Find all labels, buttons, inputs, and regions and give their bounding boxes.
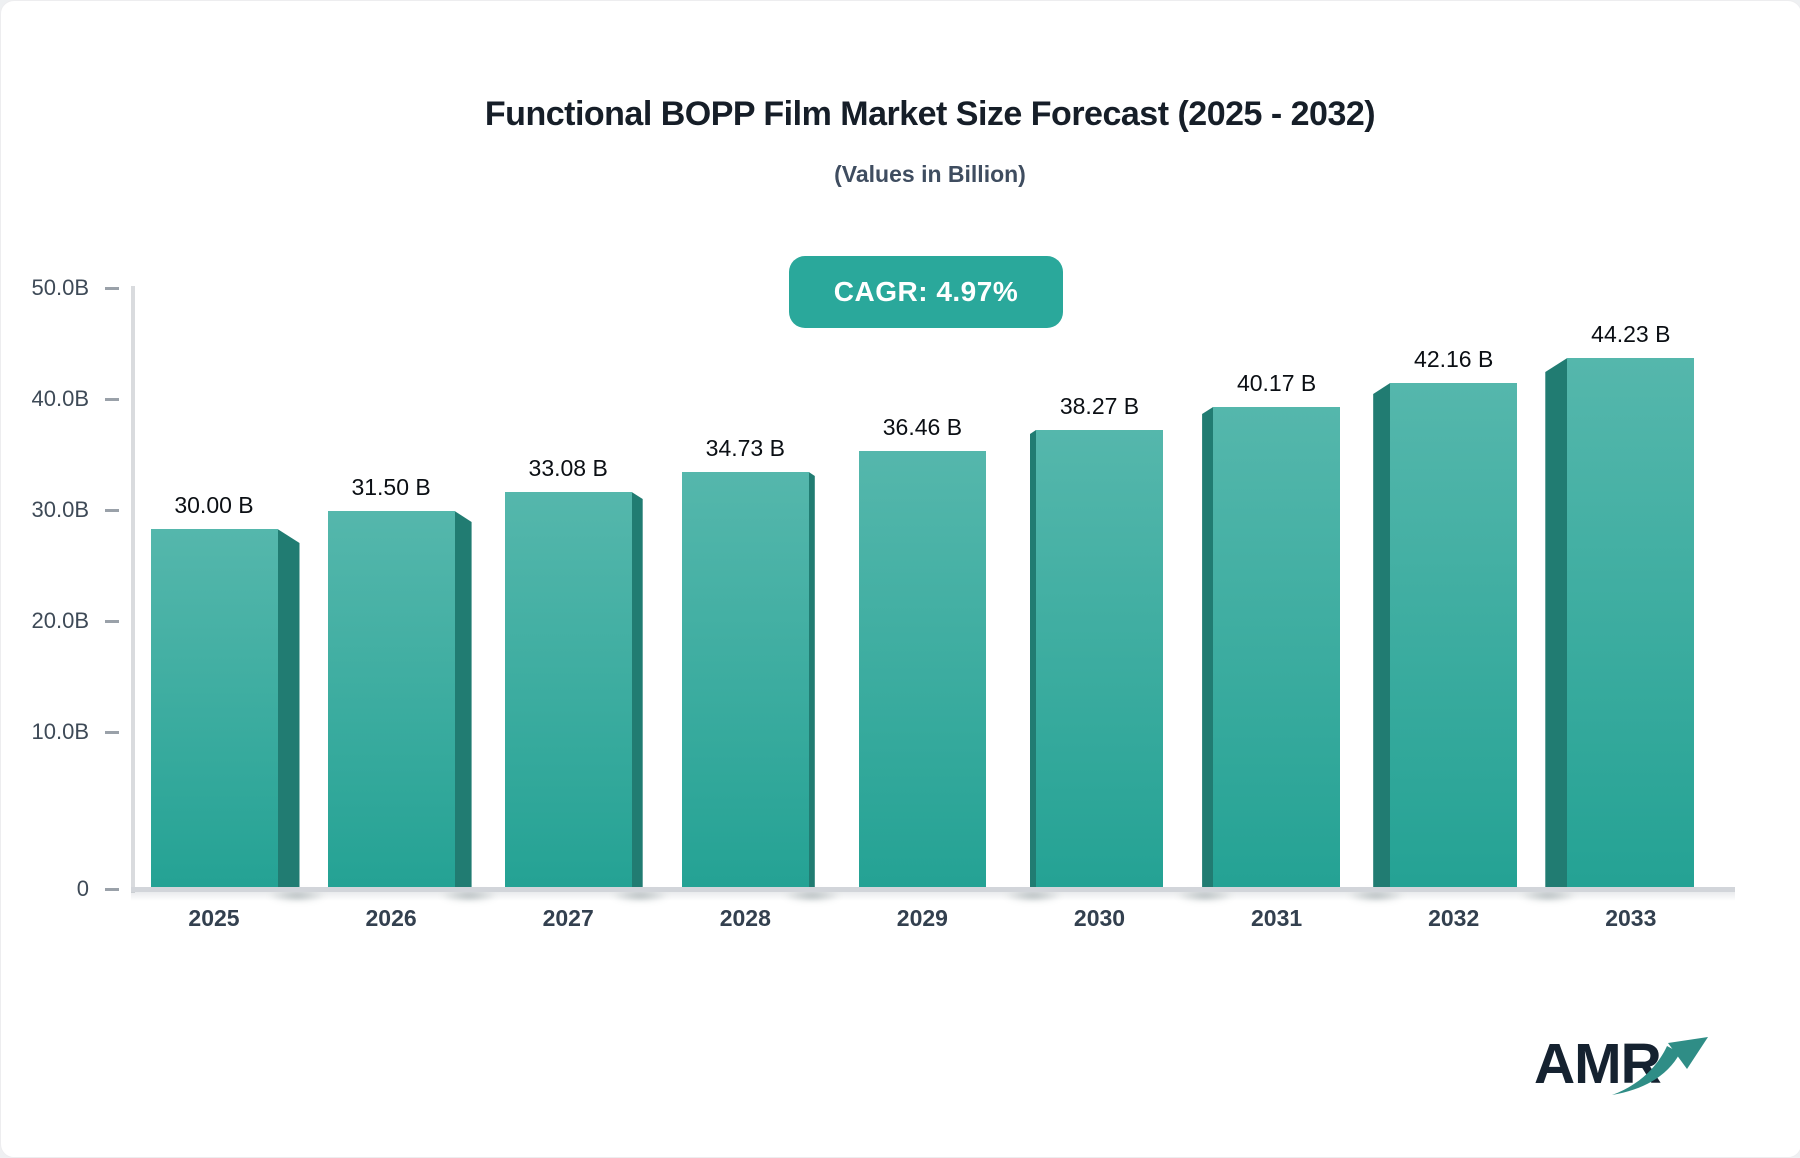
x-axis-label-2030: 2030 — [1073, 905, 1126, 931]
y-axis-tick-label: 10.0B — [31, 719, 90, 744]
bar-value-label-2033: 44.23 B — [1591, 321, 1671, 347]
bar-2032[interactable] — [1390, 383, 1518, 889]
y-axis-tick-label: 50.0B — [31, 275, 90, 300]
chart-subtitle: (Values in Billion) — [834, 161, 1026, 187]
x-axis-label-2031: 2031 — [1251, 905, 1303, 931]
bar-value-label-2029: 36.46 B — [882, 414, 963, 440]
y-axis-tick-mark — [105, 509, 119, 512]
bar-floor-shadow — [439, 890, 498, 902]
bar-value-label-2032: 42.16 B — [1414, 346, 1494, 372]
bar-3d-side-2028 — [808, 472, 815, 889]
bar-2025[interactable] — [150, 529, 278, 889]
bar-3d-side-2033 — [1545, 358, 1568, 889]
bar-value-label-2027: 33.08 B — [528, 455, 608, 481]
bar-floor-shadow — [610, 890, 669, 902]
bar-value-label-2026: 31.50 B — [351, 474, 431, 500]
bar-value-label-2028: 34.73 B — [705, 435, 785, 461]
y-axis-tick-mark — [105, 620, 119, 623]
chart-title: Functional BOPP Film Market Size Forecas… — [484, 95, 1376, 133]
x-axis-baseline — [131, 887, 1735, 892]
y-axis-tick-label: 0 — [76, 876, 89, 901]
bar-3d-side-2027 — [631, 492, 643, 889]
bar-2030[interactable] — [1036, 430, 1163, 889]
bar-2031[interactable] — [1213, 407, 1341, 889]
y-axis-tick-mark — [105, 287, 119, 290]
y-axis-line — [131, 286, 135, 893]
y-axis-tick-label: 30.0B — [31, 497, 90, 522]
growth-arrow-icon — [1610, 1033, 1714, 1104]
bar-2033[interactable] — [1567, 358, 1695, 889]
bar-floor-shadow — [1176, 890, 1235, 902]
y-axis-tick-mark — [105, 731, 119, 734]
x-axis-label-2029: 2029 — [896, 905, 948, 931]
x-axis-label-2027: 2027 — [542, 905, 594, 931]
x-baseline-shadow — [131, 892, 1735, 901]
x-axis-label-2026: 2026 — [365, 905, 417, 931]
bar-floor-shadow — [1519, 890, 1578, 902]
bar-2026[interactable] — [327, 511, 455, 889]
bar-value-label-2031: 40.17 B — [1236, 370, 1317, 396]
bar-floor-shadow — [782, 890, 841, 902]
bar-floor-shadow — [1004, 890, 1062, 902]
x-axis-label-2025: 2025 — [188, 905, 240, 931]
bar-value-label-2030: 38.27 B — [1059, 393, 1140, 419]
bar-floor-shadow — [267, 890, 326, 902]
x-axis-label-2032: 2032 — [1428, 905, 1480, 931]
brand-logo: AMR — [1534, 1031, 1734, 1111]
bar-3d-side-2032 — [1373, 383, 1391, 889]
y-axis-tick-label: 40.0B — [31, 386, 90, 411]
cagr-badge-label: CAGR: 4.97% — [833, 276, 1019, 307]
x-axis-label-2033: 2033 — [1605, 905, 1657, 931]
bar-2029[interactable] — [858, 451, 986, 889]
bar-2027[interactable] — [504, 492, 632, 889]
bar-3d-side-2026 — [454, 511, 472, 889]
bar-floor-shadow — [1347, 890, 1406, 902]
bar-value-label-2025: 30.00 B — [174, 492, 254, 518]
y-axis-tick-mark — [105, 398, 119, 401]
bar-2028[interactable] — [681, 472, 809, 889]
bar-3d-side-2031 — [1202, 407, 1214, 889]
bar-3d-side-2030 — [1030, 430, 1036, 889]
cagr-badge: CAGR: 4.97% — [789, 256, 1063, 328]
x-axis-label-2028: 2028 — [719, 905, 771, 931]
bar-3d-side-2025 — [277, 529, 300, 889]
y-axis-tick-mark — [105, 888, 119, 891]
y-axis-tick-label: 20.0B — [31, 608, 90, 633]
